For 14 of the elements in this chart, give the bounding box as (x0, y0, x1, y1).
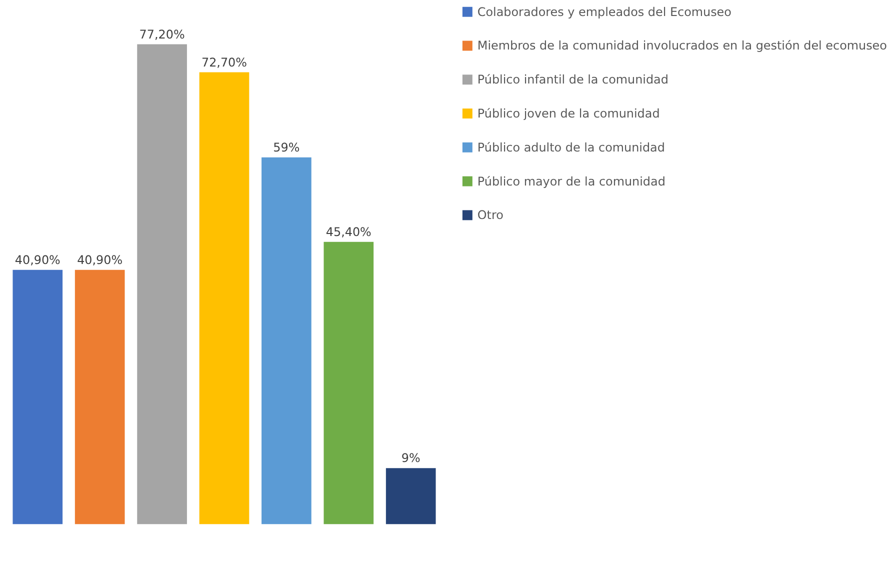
legend-label: Colaboradores y empleados del Ecomuseo (477, 4, 732, 19)
legend-label: Público mayor de la comunidad (477, 174, 666, 188)
legend-label: Público joven de la comunidad (477, 106, 660, 120)
data-label: 77,20% (139, 27, 185, 42)
data-label: 59% (273, 140, 300, 154)
data-label: 72,70% (201, 55, 248, 70)
data-label: 40,90% (77, 252, 123, 267)
legend-label: Otro (477, 208, 504, 222)
data-label: 45,40% (326, 224, 372, 239)
legend-label: Público infantil de la comunidad (477, 72, 668, 87)
data-label: 40,90% (14, 252, 60, 267)
legend-label: Miembros de la comunidad involucrados en la gestión del ecomuseo (477, 38, 887, 53)
legend-label: Público adulto de la comunidad (477, 140, 665, 154)
data-label: 9% (401, 451, 420, 466)
